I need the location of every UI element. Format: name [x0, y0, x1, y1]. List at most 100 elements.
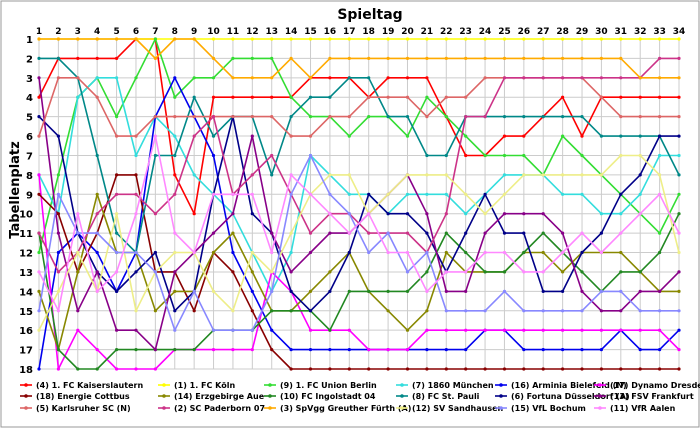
- series-point: [250, 37, 254, 41]
- series-point: [76, 76, 80, 80]
- series-point: [502, 115, 507, 119]
- series-point: [328, 348, 332, 352]
- series-point: [367, 250, 371, 255]
- series-point: [56, 250, 61, 255]
- series-point: [289, 250, 293, 255]
- series-point: [580, 56, 584, 61]
- series-point: [250, 328, 254, 332]
- series-point: [347, 173, 351, 177]
- series-point: [502, 37, 507, 41]
- series-point: [483, 212, 487, 216]
- legend-swatch-dot: [400, 406, 404, 410]
- series-point: [308, 134, 313, 138]
- series-point: [37, 328, 41, 332]
- y-tick-label: 2: [26, 54, 33, 65]
- series-point: [347, 115, 351, 119]
- series-point: [367, 212, 371, 216]
- series-point: [115, 37, 119, 41]
- series-point: [328, 289, 332, 293]
- series-point: [308, 95, 313, 99]
- series-point: [173, 95, 177, 99]
- series-point: [658, 309, 662, 313]
- legend: (4) 1. FC Kaiserslautern (1) 1. FC Köln (9…: [20, 381, 700, 413]
- series-point: [367, 95, 371, 99]
- series-point: [658, 328, 662, 332]
- series-point: [561, 37, 565, 41]
- x-tick-label: 7: [152, 27, 158, 37]
- series-point: [308, 115, 313, 119]
- series-point: [464, 153, 468, 158]
- series-point: [619, 134, 623, 138]
- series-point: [386, 309, 390, 313]
- legend-label: (10) FC Ingolstadt 04: [280, 392, 376, 401]
- x-tick-label: 14: [285, 27, 298, 37]
- series-point: [367, 56, 371, 61]
- legend-label: (15) VfL Bochum: [511, 404, 586, 413]
- series-point: [619, 289, 623, 293]
- series-point: [308, 153, 313, 158]
- series-point: [619, 192, 623, 196]
- series-point: [192, 95, 196, 99]
- series-point: [425, 250, 429, 255]
- series-point: [270, 309, 274, 313]
- series-point: [638, 348, 642, 352]
- series-point: [522, 348, 526, 352]
- series-point: [37, 134, 41, 138]
- series-point: [231, 212, 235, 216]
- x-tick-label: 21: [421, 27, 434, 37]
- y-tick-label: 15: [19, 307, 33, 318]
- series-point: [580, 348, 584, 352]
- series-point: [211, 328, 216, 332]
- legend-swatch-dot: [598, 406, 602, 410]
- series-point: [153, 348, 157, 352]
- series-point: [522, 367, 526, 371]
- y-tick-label: 17: [19, 346, 33, 357]
- series-point: [134, 76, 138, 80]
- series-point: [522, 212, 526, 216]
- series-point: [464, 134, 468, 138]
- series-point: [425, 153, 429, 158]
- series-point: [619, 115, 623, 119]
- x-tick-label: 33: [653, 27, 666, 37]
- legend-label: (11) VfR Aalen: [610, 404, 676, 413]
- legend-label: (18) Energie Cottbus: [36, 392, 130, 401]
- series-point: [250, 212, 254, 216]
- series-point: [541, 270, 545, 274]
- series-point: [444, 309, 448, 313]
- series-point: [56, 289, 61, 293]
- legend-label: (12) SV Sandhausen: [412, 404, 504, 413]
- series-point: [289, 37, 293, 41]
- series-point: [115, 328, 119, 332]
- series-point: [483, 309, 487, 313]
- x-tick-label: 22: [440, 27, 453, 37]
- series-point: [619, 328, 623, 332]
- series-point: [405, 134, 410, 138]
- y-tick-label: 7: [26, 151, 33, 162]
- series-point: [677, 173, 681, 177]
- series-point: [270, 56, 274, 61]
- series-point: [677, 250, 681, 255]
- series-point: [638, 192, 642, 196]
- series-point: [619, 153, 623, 158]
- series-point: [464, 348, 468, 352]
- series-point: [658, 56, 662, 61]
- series-point: [192, 76, 196, 80]
- series-point: [270, 250, 274, 255]
- legend-item: (7) 1860 München: [396, 381, 494, 390]
- series-point: [328, 231, 332, 235]
- series-point: [347, 328, 351, 332]
- series-point: [522, 134, 526, 138]
- series-point: [425, 328, 429, 332]
- y-tick-label: 11: [19, 229, 33, 240]
- series-point: [444, 56, 448, 61]
- series-point: [405, 270, 410, 274]
- series-point: [231, 56, 235, 61]
- series-point: [37, 173, 41, 177]
- y-tick-label: 18: [19, 365, 33, 376]
- series-point: [134, 153, 138, 158]
- series-point: [599, 37, 604, 41]
- series-point: [153, 37, 157, 41]
- series-point: [599, 56, 604, 61]
- series-point: [115, 367, 119, 371]
- series-point: [464, 328, 468, 332]
